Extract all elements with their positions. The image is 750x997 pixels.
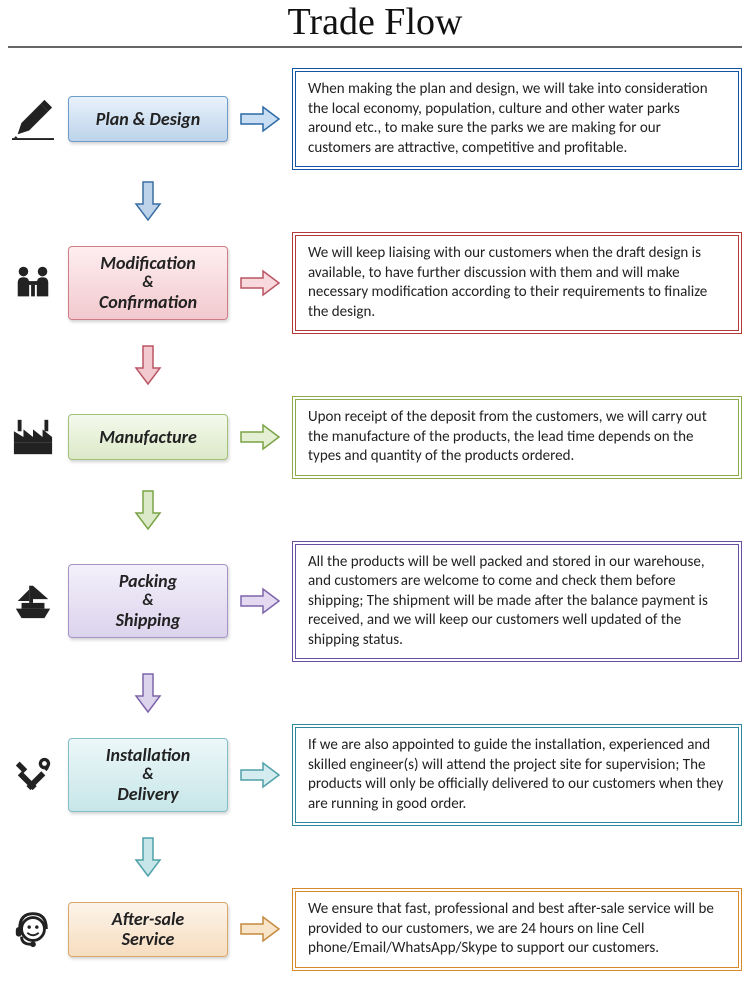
stage-box: Installation&Delivery bbox=[68, 738, 228, 812]
stage-label: Shipping bbox=[116, 610, 181, 631]
headset-icon bbox=[8, 882, 58, 977]
stage-label: Installation bbox=[106, 745, 191, 766]
arrow-down-icon bbox=[68, 672, 228, 714]
arrow-right-icon bbox=[238, 390, 282, 485]
ampersand: & bbox=[142, 274, 153, 292]
pencil-icon bbox=[8, 62, 58, 176]
step-description: If we are also appointed to guide the in… bbox=[292, 724, 742, 826]
step-description: When making the plan and design, we will… bbox=[292, 68, 742, 170]
ampersand: & bbox=[142, 766, 153, 784]
page-title: Trade Flow bbox=[8, 0, 742, 44]
flow-step: After-saleService We ensure that fast, p… bbox=[8, 882, 742, 977]
step-description: Upon receipt of the deposit from the cus… bbox=[292, 396, 742, 479]
trade-flow: Plan & Design When making the plan and d… bbox=[8, 62, 742, 977]
arrow-down-icon bbox=[68, 489, 228, 531]
arrow-right-icon bbox=[238, 535, 282, 669]
stage-box: Packing&Shipping bbox=[68, 564, 228, 638]
flow-step: Packing&Shipping All the products will b… bbox=[8, 535, 742, 669]
stage-label: Confirmation bbox=[99, 292, 197, 313]
arrow-down-icon bbox=[68, 836, 228, 878]
ampersand: & bbox=[142, 592, 153, 610]
flow-step: Installation&Delivery If we are also app… bbox=[8, 718, 742, 832]
arrow-right-icon bbox=[238, 226, 282, 340]
stage-box: After-saleService bbox=[68, 902, 228, 957]
stage-box: Plan & Design bbox=[68, 96, 228, 142]
stage-box: Modification&Confirmation bbox=[68, 246, 228, 320]
arrow-right-icon bbox=[238, 718, 282, 832]
step-description: We will keep liaising with our customers… bbox=[292, 232, 742, 334]
stage-label: Modification bbox=[100, 253, 195, 274]
flow-step: Plan & Design When making the plan and d… bbox=[8, 62, 742, 176]
flow-step: Modification&Confirmation We will keep l… bbox=[8, 226, 742, 340]
arrow-right-icon bbox=[238, 882, 282, 977]
arrow-down-icon bbox=[68, 344, 228, 386]
ship-icon bbox=[8, 535, 58, 669]
stage-label: Delivery bbox=[117, 784, 178, 805]
stage-label: After-sale bbox=[112, 909, 184, 930]
step-description: All the products will be well packed and… bbox=[292, 541, 742, 663]
flow-step: Manufacture Upon receipt of the deposit … bbox=[8, 390, 742, 485]
tools-icon bbox=[8, 718, 58, 832]
meeting-icon bbox=[8, 226, 58, 340]
arrow-right-icon bbox=[238, 62, 282, 176]
title-bar: Trade Flow bbox=[8, 0, 742, 48]
stage-label: Service bbox=[122, 929, 175, 950]
stage-label: Manufacture bbox=[99, 427, 197, 448]
factory-icon bbox=[8, 390, 58, 485]
step-description: We ensure that fast, professional and be… bbox=[292, 888, 742, 971]
arrow-down-icon bbox=[68, 180, 228, 222]
stage-label: Packing bbox=[119, 571, 177, 592]
stage-label: Plan & Design bbox=[96, 109, 201, 130]
stage-box: Manufacture bbox=[68, 414, 228, 460]
